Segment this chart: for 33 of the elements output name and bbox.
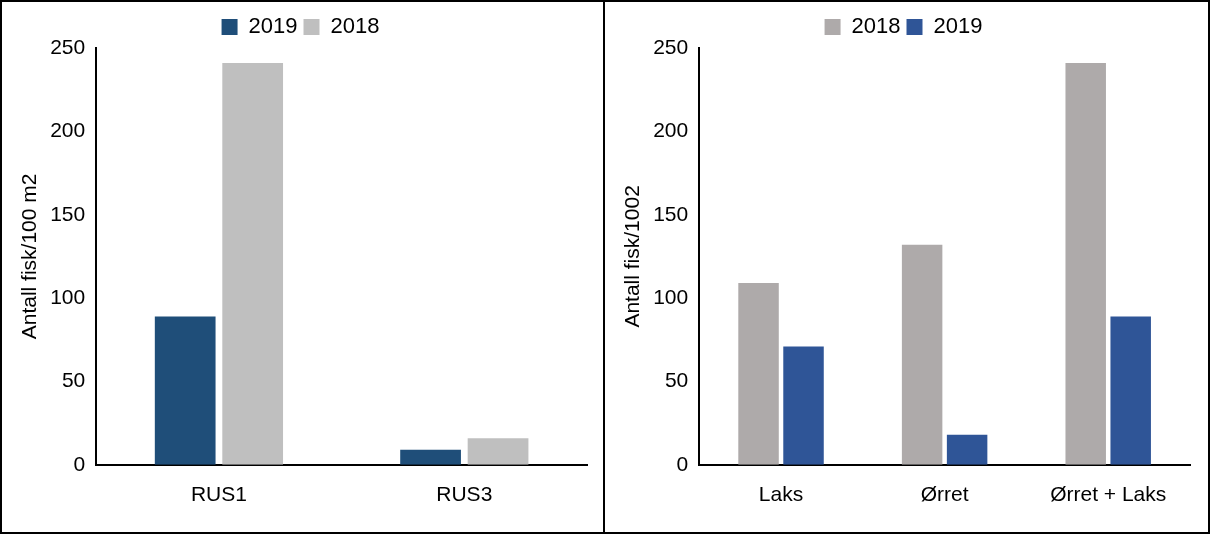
bar: [1110, 316, 1151, 465]
bar: [783, 346, 824, 465]
x-tick-label: Ørret + Laks: [1050, 482, 1167, 506]
y-tick-label: 150: [50, 201, 86, 225]
legend-label: 2018: [851, 13, 901, 39]
x-tick-label: Laks: [758, 482, 804, 506]
y-tick-label: 150: [653, 201, 689, 225]
y-tick-label: 250: [50, 34, 86, 58]
y-axis-title: Antall fisk/1002: [620, 185, 644, 328]
bar: [738, 283, 779, 465]
y-tick-label: 50: [61, 368, 86, 392]
bar: [154, 316, 216, 465]
x-tick-label: RUS3: [436, 482, 493, 506]
bar: [400, 449, 461, 465]
bar: [222, 63, 284, 465]
legend-label: 2018: [330, 13, 380, 39]
legend-label: 2019: [248, 13, 298, 39]
y-tick-label: 200: [653, 118, 689, 142]
y-axis-title: Antall fisk/100 m2: [17, 173, 41, 340]
bar: [1065, 63, 1106, 465]
y-tick-label: 50: [664, 368, 689, 392]
x-tick-label: Ørret: [920, 482, 969, 506]
y-tick-label: 100: [653, 284, 689, 308]
bar: [946, 434, 988, 465]
legend-label: 2019: [933, 13, 983, 39]
bar: [901, 244, 943, 465]
y-tick-label: 0: [73, 451, 86, 475]
y-tick-label: 0: [676, 451, 689, 475]
bar: [467, 438, 529, 465]
y-tick-label: 200: [50, 118, 86, 142]
y-tick-label: 250: [653, 34, 689, 58]
y-tick-label: 100: [50, 284, 86, 308]
x-tick-label: RUS1: [190, 482, 247, 506]
